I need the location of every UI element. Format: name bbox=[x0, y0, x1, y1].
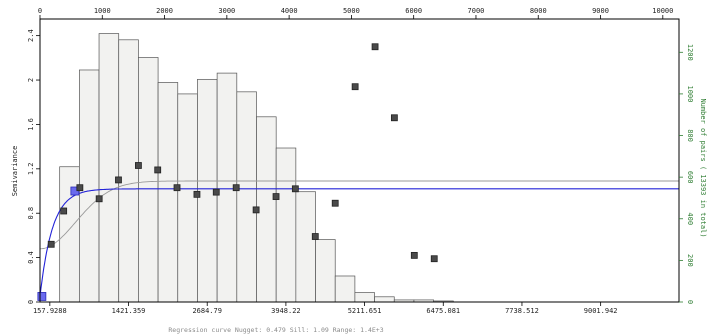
y-tick-label: 2.4 bbox=[27, 29, 35, 42]
x-top-tick-label: 10000 bbox=[652, 7, 673, 15]
semivariance-point bbox=[173, 184, 181, 192]
semivariance-point bbox=[331, 199, 339, 207]
x-top-tick-label: 6000 bbox=[405, 7, 422, 15]
histogram-bar bbox=[295, 191, 316, 303]
histogram-bar bbox=[157, 82, 179, 303]
semivariance-point bbox=[212, 188, 220, 196]
x-bottom-tick-label: 2684.79 bbox=[192, 307, 222, 315]
histogram-bar bbox=[177, 93, 198, 303]
x-top-tick-label: 3000 bbox=[218, 7, 235, 15]
regression-curves bbox=[39, 180, 679, 297]
x-bottom-tick-label: 9001.942 bbox=[584, 307, 618, 315]
semivariance-point bbox=[311, 233, 319, 240]
y2-tick-label: 600 bbox=[686, 171, 694, 184]
semivariance-point bbox=[430, 255, 438, 263]
semivariance-point bbox=[76, 184, 84, 192]
histogram-bar bbox=[118, 39, 139, 303]
semivariance-point bbox=[154, 166, 162, 174]
y2-tick-label: 200 bbox=[686, 254, 694, 267]
y2-tick-label: 1200 bbox=[686, 44, 694, 61]
x-top-tick-label: 0 bbox=[38, 7, 42, 15]
y-tick-label: 0 bbox=[27, 300, 35, 304]
x-top-tick-label: 9000 bbox=[592, 7, 609, 15]
y2-tick-label: 400 bbox=[686, 212, 694, 225]
x-top-tick-label: 8000 bbox=[530, 7, 547, 15]
x-top-tick-label: 1000 bbox=[94, 7, 111, 15]
y2-tick-label: 0 bbox=[686, 300, 694, 304]
semivariance-point bbox=[291, 185, 299, 193]
histogram-bars bbox=[59, 33, 454, 303]
model-curve-gray bbox=[39, 180, 679, 250]
semivariance-point bbox=[95, 195, 103, 203]
y2-tick-label: 1000 bbox=[686, 85, 694, 102]
semivariance-point bbox=[193, 190, 201, 198]
histogram-bar bbox=[374, 296, 395, 303]
x-bottom-tick-label: 6475.081 bbox=[426, 307, 460, 315]
semivariance-point bbox=[371, 43, 379, 51]
semivariance-point bbox=[135, 162, 142, 169]
semivariance-point bbox=[60, 207, 68, 215]
histogram-bar bbox=[334, 275, 356, 303]
histogram-bar bbox=[275, 147, 297, 303]
y-tick-label: 2 bbox=[27, 78, 35, 82]
y2-axis-title: Number of pairs ( 13393 in total) bbox=[699, 98, 707, 237]
x-top-tick-label: 7000 bbox=[468, 7, 485, 15]
y2-tick-label: 800 bbox=[686, 129, 694, 142]
x-bottom-tick-label: 5211.651 bbox=[348, 307, 382, 315]
x-top-tick-label: 4000 bbox=[281, 7, 298, 15]
semivariance-point bbox=[390, 114, 398, 122]
semivariance-point bbox=[115, 176, 122, 184]
histogram-bar bbox=[315, 239, 336, 303]
y-tick-label: 1.2 bbox=[27, 162, 35, 175]
y-axis-title: Semivariance bbox=[11, 146, 19, 197]
semivariance-points bbox=[37, 43, 438, 301]
x-bottom-tick-label: 3948.22 bbox=[271, 307, 301, 315]
regression-curve bbox=[39, 188, 679, 297]
regression-caption: Regression curve Nugget: 0.479 Sill: 1.0… bbox=[168, 326, 383, 334]
histogram-bar bbox=[98, 33, 120, 303]
x-bottom-tick-label: 157.9288 bbox=[33, 307, 67, 315]
histogram-bar bbox=[236, 91, 257, 303]
axes: 0 1000 2000 3000 4000 5000 6000 7000 8000 9000 100… bbox=[27, 7, 694, 315]
semivariance-point bbox=[351, 83, 359, 91]
x-top-tick-label: 2000 bbox=[156, 7, 173, 15]
semivariance-point bbox=[272, 193, 280, 200]
semivariance-point-highlighted bbox=[37, 292, 47, 301]
histogram-bar bbox=[138, 57, 159, 303]
plot-frame bbox=[39, 18, 680, 303]
y-tick-label: 1.6 bbox=[27, 118, 35, 131]
x-bottom-tick-label: 7738.512 bbox=[505, 307, 539, 315]
y-tick-label: 0.4 bbox=[27, 251, 35, 264]
x-top-tick-label: 5000 bbox=[343, 7, 360, 15]
histogram-bar bbox=[354, 292, 375, 303]
semivariance-point bbox=[410, 251, 418, 259]
y-tick-label: 0.8 bbox=[27, 207, 35, 220]
x-bottom-tick-label: 1421.359 bbox=[112, 307, 146, 315]
semivariance-point bbox=[252, 206, 260, 214]
semivariance-point bbox=[47, 240, 55, 248]
semivariance-point bbox=[232, 184, 240, 192]
